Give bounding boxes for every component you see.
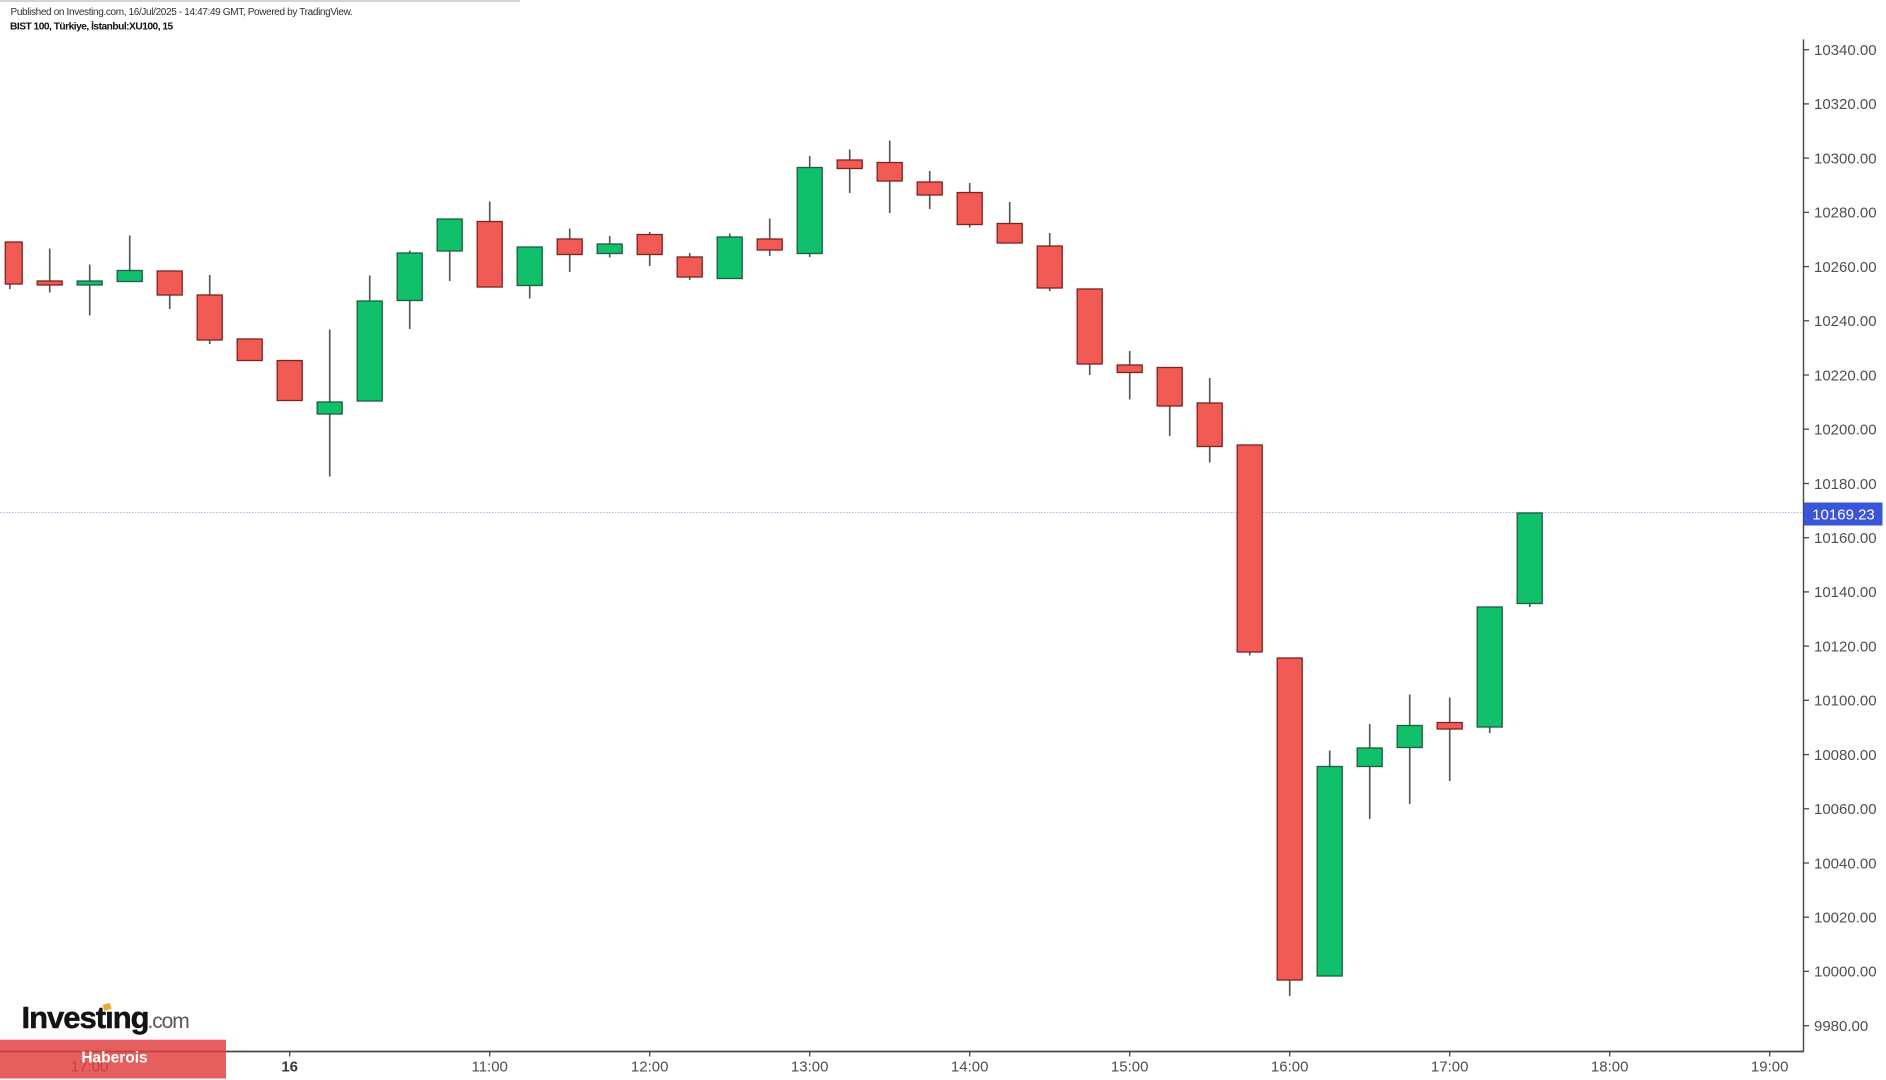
svg-text:Published on Investing.com, 16: Published on Investing.com, 16/Jul/2025 … (11, 7, 353, 18)
svg-text:16:00: 16:00 (1271, 1059, 1309, 1076)
svg-text:10200.00: 10200.00 (1814, 422, 1877, 439)
svg-text:10220.00: 10220.00 (1814, 367, 1877, 384)
svg-text:16: 16 (281, 1059, 298, 1076)
svg-text:10100.00: 10100.00 (1814, 693, 1877, 710)
svg-text:11:00: 11:00 (471, 1059, 507, 1076)
svg-text:10020.00: 10020.00 (1814, 910, 1877, 927)
svg-text:10169.23: 10169.23 (1812, 506, 1875, 523)
svg-text:14:00: 14:00 (951, 1059, 989, 1076)
svg-text:18:00: 18:00 (1591, 1059, 1629, 1076)
svg-text:17:00: 17:00 (1431, 1059, 1469, 1076)
svg-text:10040.00: 10040.00 (1814, 855, 1877, 872)
svg-text:10340.00: 10340.00 (1814, 42, 1877, 59)
svg-text:.com: .com (148, 1010, 190, 1033)
svg-text:13:00: 13:00 (791, 1059, 829, 1076)
svg-text:10160.00: 10160.00 (1814, 530, 1877, 547)
svg-text:10180.00: 10180.00 (1814, 476, 1877, 493)
svg-text:10320.00: 10320.00 (1814, 96, 1877, 113)
svg-text:10260.00: 10260.00 (1814, 259, 1877, 276)
svg-text:10300.00: 10300.00 (1814, 150, 1877, 167)
svg-text:10060.00: 10060.00 (1814, 801, 1877, 818)
svg-text:19:00: 19:00 (1751, 1059, 1789, 1076)
svg-text:10140.00: 10140.00 (1814, 584, 1877, 601)
svg-text:12:00: 12:00 (631, 1059, 669, 1076)
svg-text:9980.00: 9980.00 (1814, 1018, 1868, 1035)
svg-text:BIST 100, Türkiye, İstanbul:XU: BIST 100, Türkiye, İstanbul:XU100, 15 (10, 20, 174, 33)
svg-text:10080.00: 10080.00 (1814, 747, 1877, 764)
svg-text:10240.00: 10240.00 (1814, 313, 1877, 330)
svg-text:10280.00: 10280.00 (1814, 205, 1877, 222)
svg-text:15:00: 15:00 (1111, 1059, 1149, 1076)
svg-text:Haberois: Haberois (81, 1050, 147, 1067)
svg-text:Investıng: Investıng (22, 1000, 149, 1035)
svg-text:10120.00: 10120.00 (1814, 638, 1877, 655)
svg-text:10000.00: 10000.00 (1814, 964, 1877, 981)
